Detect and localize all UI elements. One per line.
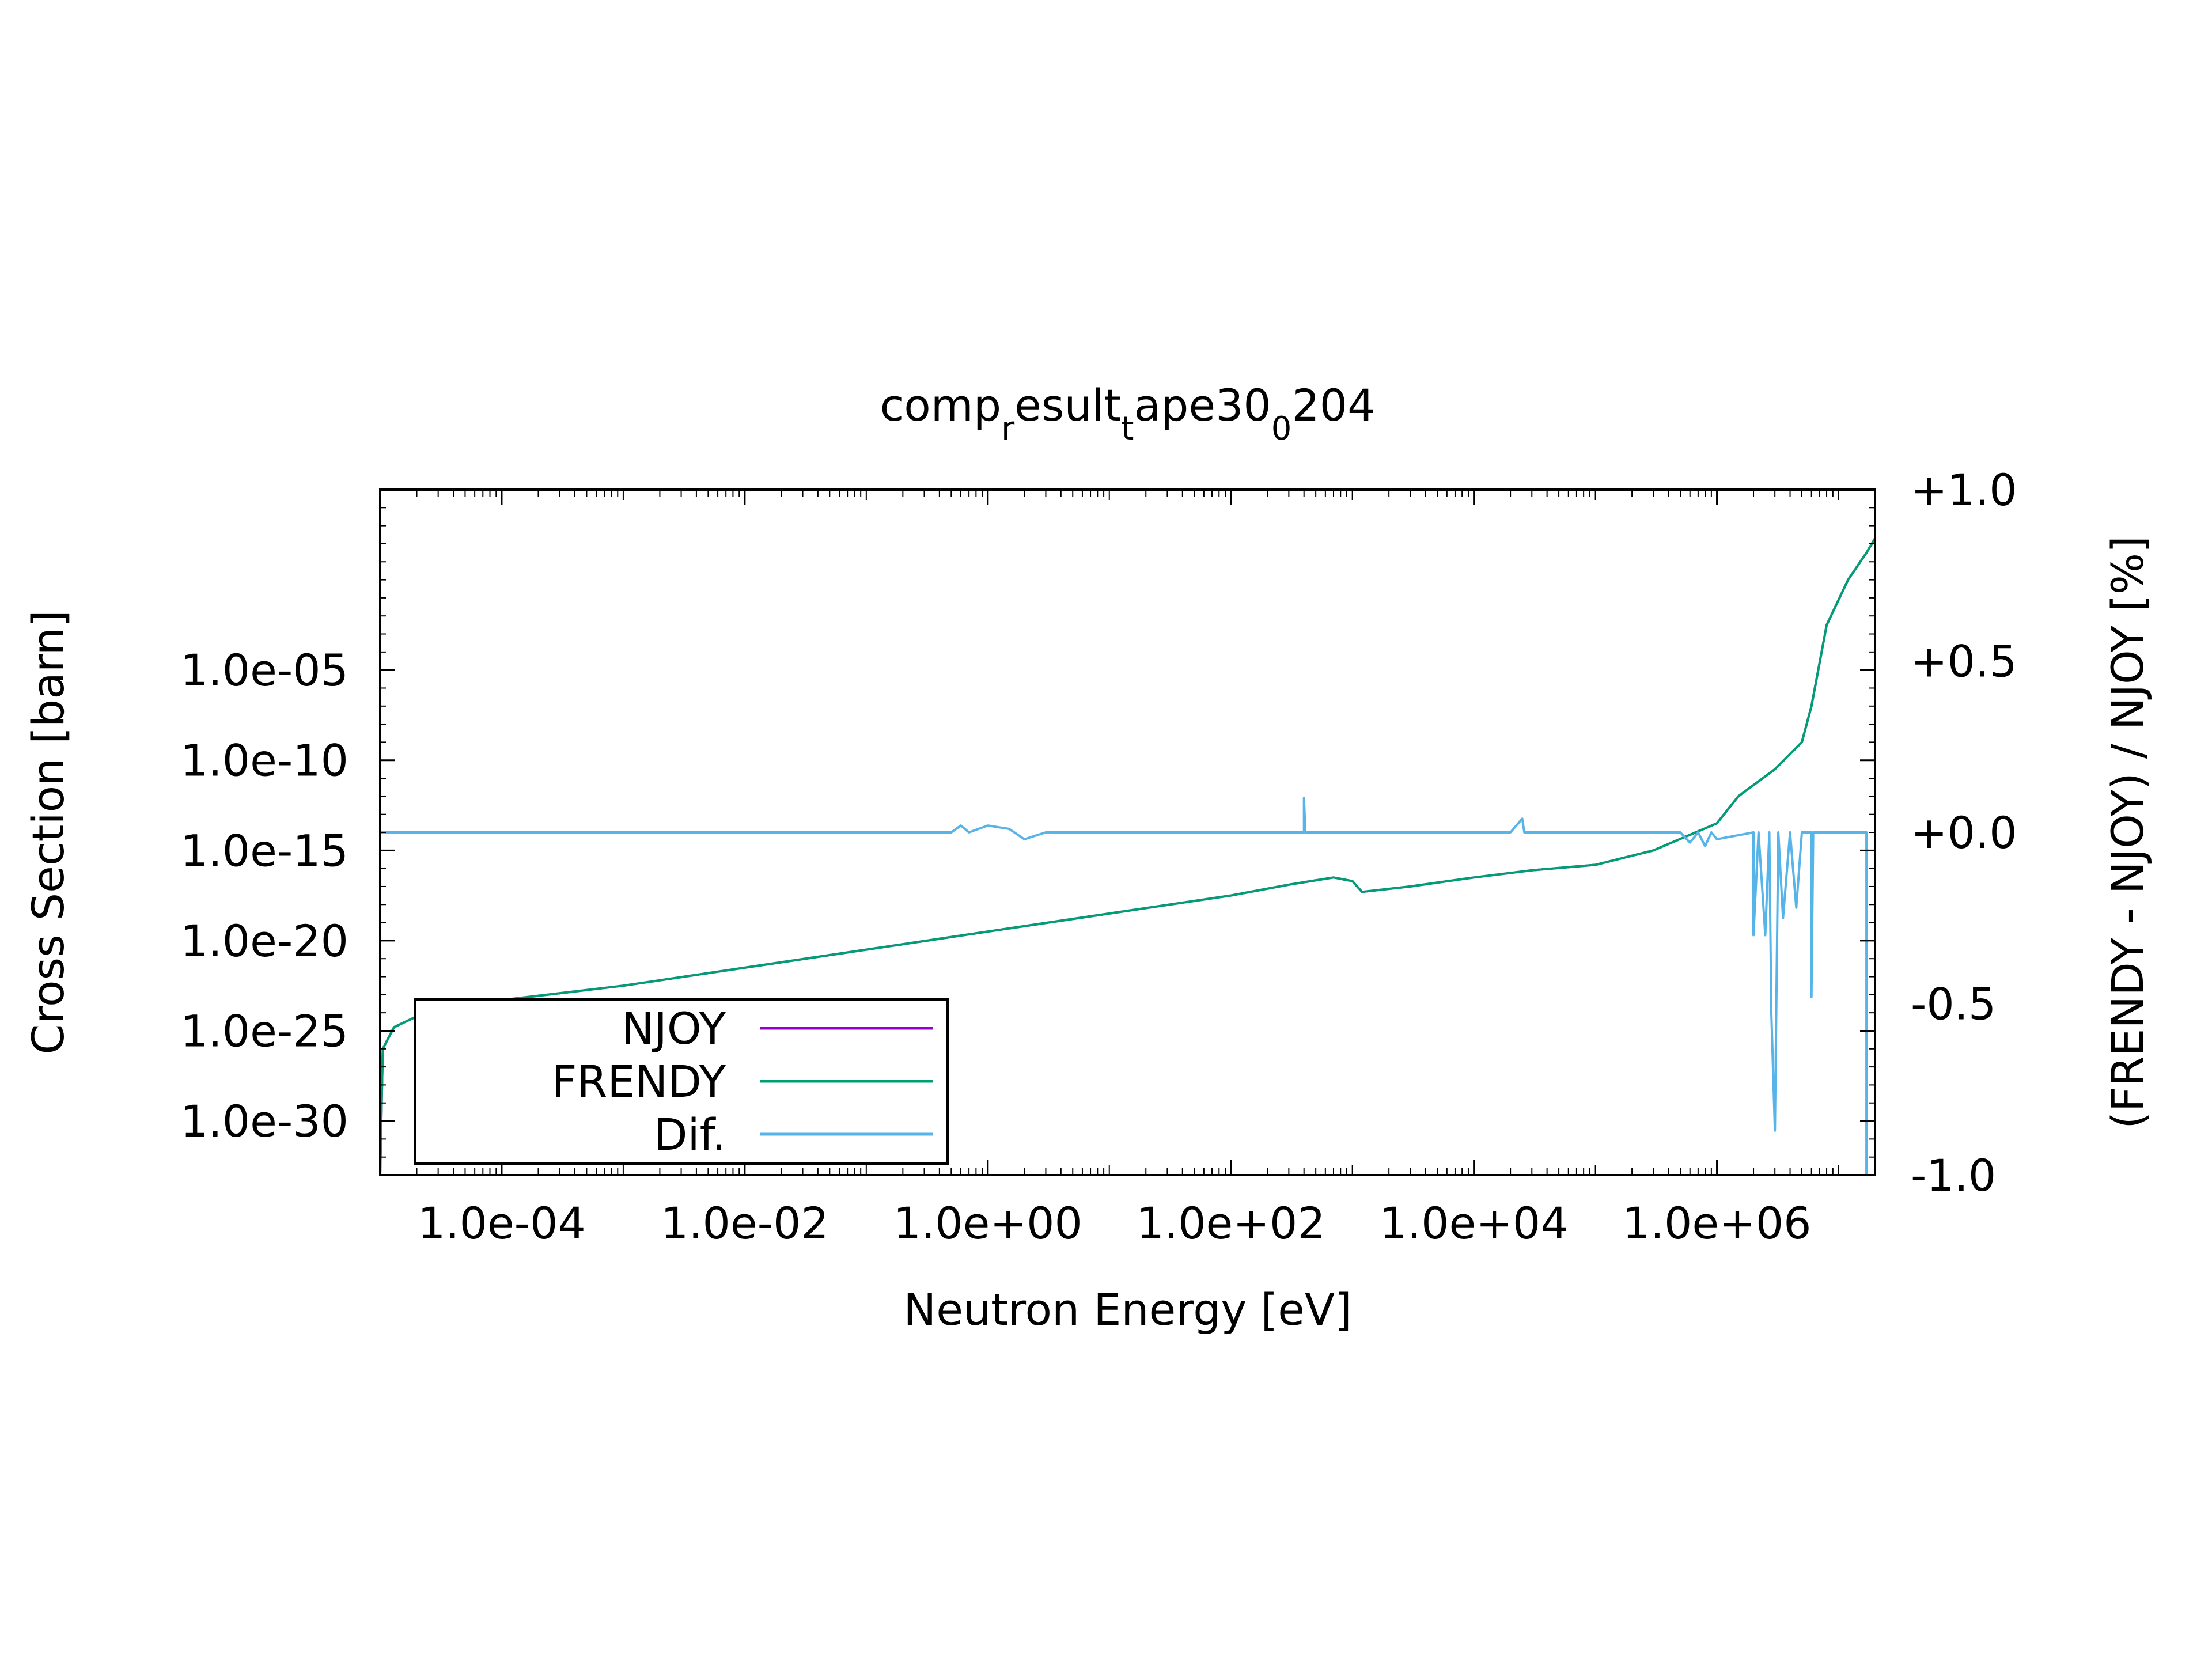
- y2-tick-label: +1.0: [1911, 464, 2017, 516]
- legend-label-njoy: NJOY: [622, 1003, 726, 1054]
- x-tick-label: 1.0e+00: [893, 1198, 1082, 1249]
- title-part: esult: [1014, 380, 1121, 431]
- legend-label-frendy: FRENDY: [552, 1056, 726, 1107]
- x-tick-label: 1.0e+06: [1623, 1198, 1812, 1249]
- x-tick-label: 1.0e+02: [1137, 1198, 1325, 1249]
- y-tick-label: 1.0e-20: [180, 915, 349, 967]
- title-part: 204: [1291, 380, 1375, 431]
- x-axis-title: Neutron Energy [eV]: [903, 1284, 1351, 1335]
- legend-label-dif: Dif.: [654, 1109, 726, 1160]
- y2-tick-label: +0.5: [1911, 636, 2017, 687]
- ticks-layer: 1.0e-04 1.0e-02 1.0e+00 1.0e+02 1.0e+04 1.0e+…: [180, 464, 2017, 1249]
- y2-tick-label: -0.5: [1911, 979, 1996, 1030]
- y2-axis-title: (FRENDY - NJOY) / NJOY [%]: [2102, 536, 2153, 1129]
- y2-tick-label: -1.0: [1911, 1150, 1996, 1201]
- x-tick-label: 1.0e-04: [418, 1198, 586, 1249]
- y-tick-label: 1.0e-05: [180, 645, 349, 696]
- y-tick-label: 1.0e-30: [180, 1096, 349, 1147]
- title-subscript: r: [1001, 410, 1015, 448]
- y-tick-label: 1.0e-15: [180, 825, 349, 876]
- title-part: ape30: [1134, 380, 1271, 431]
- y-axis-title: Cross Section [barn]: [22, 610, 74, 1054]
- y2-tick-label: +0.0: [1911, 807, 2017, 858]
- title-part: comp: [880, 380, 1002, 431]
- chart-title: compresulttape300204: [880, 380, 1376, 448]
- title-subscript: 0: [1271, 410, 1292, 448]
- title-subscript: t: [1122, 410, 1134, 448]
- x-tick-label: 1.0e+04: [1380, 1198, 1569, 1249]
- x-tick-label: 1.0e-02: [661, 1198, 829, 1249]
- y-tick-label: 1.0e-25: [180, 1005, 349, 1056]
- y-tick-label: 1.0e-10: [180, 735, 349, 786]
- series-line-dif: [380, 797, 1876, 1176]
